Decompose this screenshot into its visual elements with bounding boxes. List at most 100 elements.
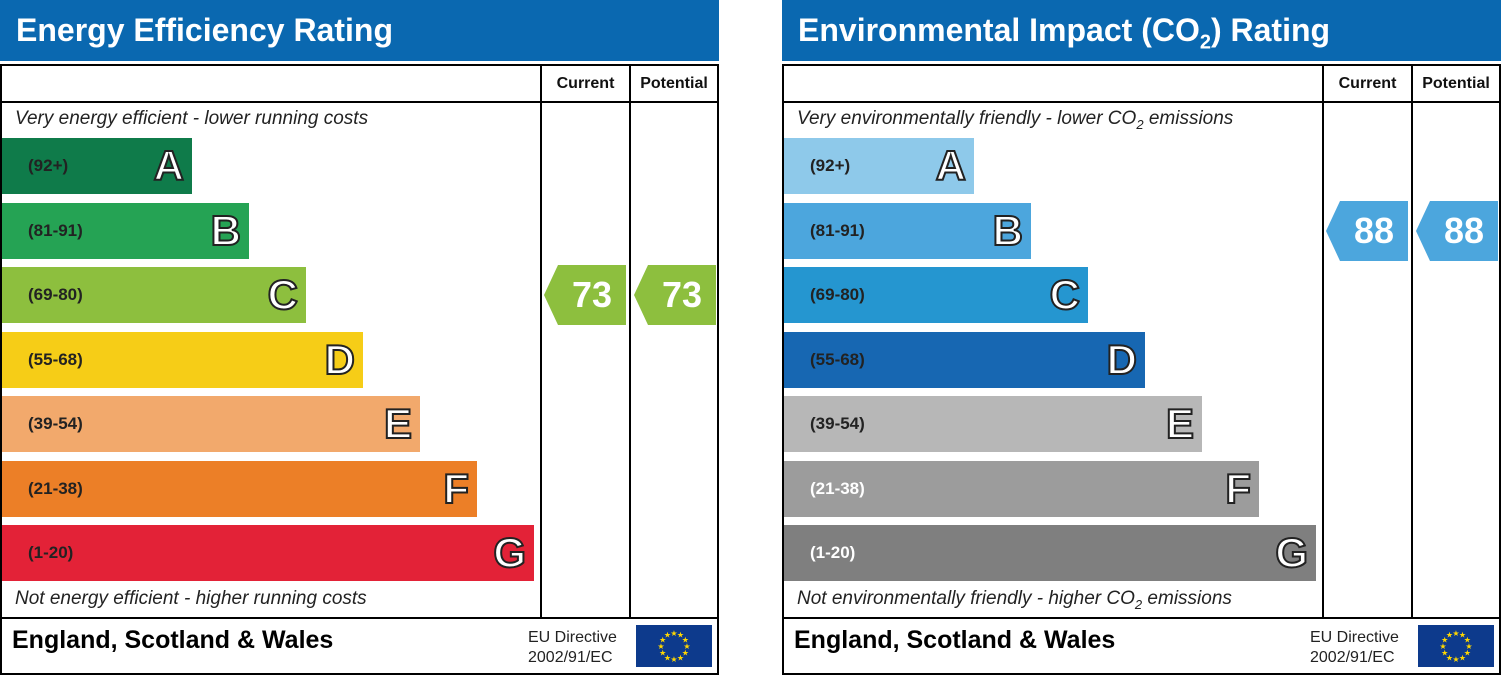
band-letter: E <box>383 399 413 448</box>
column-divider <box>1411 64 1413 619</box>
arrow-polygon <box>634 265 716 325</box>
potential-rating-arrow: 73 <box>634 265 716 325</box>
star-icon: ★ <box>1464 649 1471 658</box>
star-icon: ★ <box>1459 631 1466 640</box>
current-rating-arrow: 88 <box>1326 200 1408 261</box>
band-letter: E <box>1165 399 1195 448</box>
eu-directive-label: EU Directive <box>1310 629 1399 646</box>
eu-directive-label: EU Directive <box>528 629 617 646</box>
star-icon: ★ <box>1465 642 1472 651</box>
band-range-label: (1-20) <box>810 543 856 562</box>
column-divider <box>629 64 631 619</box>
energy-efficiency-panel: Energy Efficiency Rating Current Potenti… <box>0 0 719 675</box>
bottom-note: Not energy efficient - higher running co… <box>15 588 367 609</box>
chart-frame <box>0 64 719 675</box>
rating-band-a: (92+) A <box>2 138 192 194</box>
bottom-note: Not environmentally friendly - higher CO… <box>797 588 1232 612</box>
band-range-label: (69-80) <box>810 285 865 304</box>
top-note-text: Very environmentally friendly - lower CO <box>797 108 1137 129</box>
arrow-polygon <box>1326 200 1408 261</box>
band-letter: A <box>153 141 185 190</box>
band-range-label: (81-91) <box>28 220 83 240</box>
bottom-note-text: Not environmentally friendly - higher CO <box>797 588 1135 609</box>
star-icon: ★ <box>657 642 664 651</box>
star-icon: ★ <box>670 655 677 664</box>
band-letter: C <box>267 270 299 319</box>
rating-value: 73 <box>571 274 613 315</box>
star-icon: ★ <box>659 649 666 658</box>
rating-value: 73 <box>661 274 703 315</box>
band-range-label: (21-38) <box>810 478 865 498</box>
eu-flag-icon: ★ ★ ★ ★ ★ ★ ★ ★ ★ ★ ★ ★ <box>1418 625 1494 667</box>
band-letter: D <box>324 335 356 384</box>
band-range-label: (92+) <box>28 156 69 175</box>
title-subscript: 2 <box>1199 31 1211 54</box>
rating-band-e: (39-54) E <box>2 396 420 452</box>
band-letter: F <box>1224 464 1252 513</box>
potential-rating-arrow: 88 <box>1416 200 1498 261</box>
rating-band-e: (39-54) E <box>784 396 1202 452</box>
band-range-label: (39-54) <box>28 414 83 433</box>
star-icon: ★ <box>683 642 690 651</box>
footer-region: England, Scotland & Wales <box>794 626 1116 654</box>
star-icon: ★ <box>670 629 677 638</box>
rating-band-d: (55-68) D <box>784 331 1145 388</box>
band-letter: A <box>935 141 967 190</box>
bottom-note-subscript: 2 <box>1134 596 1143 612</box>
rating-value: 88 <box>1443 209 1485 251</box>
footer-divider <box>782 617 1501 619</box>
star-icon: ★ <box>1452 629 1459 638</box>
star-icon: ★ <box>677 653 684 662</box>
star-icon: ★ <box>1464 636 1471 645</box>
column-divider <box>540 64 542 619</box>
potential-column-header: Potential <box>1422 75 1490 92</box>
column-divider <box>1322 64 1324 619</box>
star-icon: ★ <box>664 653 671 662</box>
arrow-shape <box>1416 200 1498 261</box>
band-range-label: (21-38) <box>28 478 83 498</box>
star-icon: ★ <box>1446 631 1453 640</box>
header-divider <box>0 101 719 103</box>
band-range-label: (1-20) <box>28 543 74 562</box>
eu-directive-number: 2002/91/EC <box>1310 649 1395 666</box>
star-icon: ★ <box>1446 653 1453 662</box>
arrow-shape <box>1326 200 1408 261</box>
current-rating-arrow: 73 <box>544 265 626 325</box>
star-icon: ★ <box>664 631 671 640</box>
band-letter: D <box>1106 335 1138 384</box>
rating-band-f: (21-38) F <box>784 460 1259 517</box>
footer-region: England, Scotland & Wales <box>12 626 334 654</box>
bottom-note-text-end: emissions <box>1142 588 1232 609</box>
rating-band-f: (21-38) F <box>2 460 477 517</box>
footer-divider <box>0 617 719 619</box>
rating-band-g: (1-20) G <box>784 525 1316 581</box>
band-letter: B <box>210 206 242 255</box>
band-range-label: (55-68) <box>810 349 865 369</box>
band-letter: F <box>442 464 470 513</box>
top-note: Very energy efficient - lower running co… <box>15 108 369 129</box>
eu-flag-icon: ★ ★ ★ ★ ★ ★ ★ ★ ★ ★ ★ ★ <box>636 625 712 667</box>
rating-value: 88 <box>1353 209 1395 251</box>
panel-title: Energy Efficiency Rating <box>0 0 719 61</box>
rating-band-d: (55-68) D <box>2 331 363 388</box>
top-note-text-end: emissions <box>1143 108 1234 129</box>
title-text-end: ) Rating <box>1210 12 1331 48</box>
potential-column-header: Potential <box>640 75 708 92</box>
band-range-label: (69-80) <box>28 285 83 304</box>
star-icon: ★ <box>1439 642 1446 651</box>
rating-band-c: (69-80) C <box>784 267 1088 323</box>
star-icon: ★ <box>682 636 689 645</box>
eu-directive-number: 2002/91/EC <box>528 649 613 666</box>
rating-band-a: (92+) A <box>784 138 974 194</box>
star-icon: ★ <box>1441 649 1448 658</box>
band-letter: G <box>1274 528 1309 577</box>
band-range-label: (92+) <box>810 156 851 175</box>
eu-directive-text: EU Directive 2002/91/EC <box>1310 628 1399 668</box>
eu-directive-text: EU Directive 2002/91/EC <box>528 628 617 668</box>
top-note-subscript: 2 <box>1136 116 1144 132</box>
band-range-label: (39-54) <box>810 414 865 433</box>
current-column-header: Current <box>556 75 615 92</box>
arrow-shape <box>634 265 716 325</box>
arrow-polygon <box>544 265 626 325</box>
arrow-shape <box>544 265 626 325</box>
